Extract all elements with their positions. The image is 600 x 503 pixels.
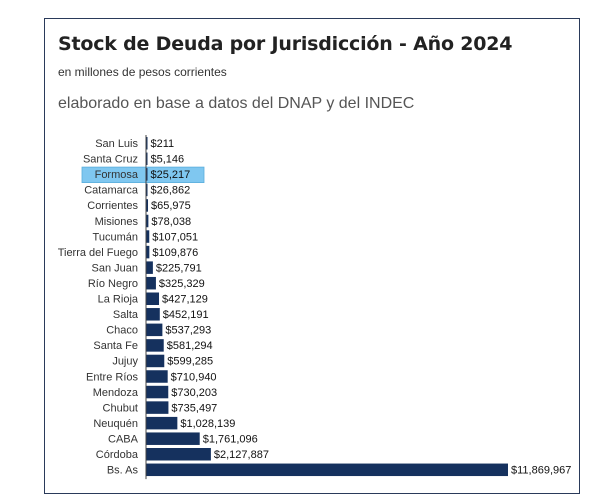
bar-tierra-del-fuego bbox=[146, 245, 150, 259]
bar-santa-cruz bbox=[146, 152, 148, 166]
bar-bs-as bbox=[146, 463, 508, 477]
bar-jujuy bbox=[146, 354, 165, 368]
category-label-la-rioja: La Rioja bbox=[98, 294, 139, 306]
value-label-catamarca: $26,862 bbox=[151, 185, 191, 197]
value-label-formosa: $25,217 bbox=[151, 169, 191, 181]
value-label-chubut: $735,497 bbox=[171, 402, 217, 414]
bar-entre-rios bbox=[146, 370, 168, 383]
value-label-corrientes: $65,975 bbox=[151, 200, 191, 212]
bar-cordoba bbox=[146, 448, 211, 461]
category-label-cordoba: Córdoba bbox=[96, 449, 139, 461]
value-label-salta: $452,191 bbox=[163, 309, 209, 321]
value-label-san-luis: $211 bbox=[151, 138, 175, 150]
bar-formosa bbox=[146, 168, 148, 181]
category-label-corrientes: Corrientes bbox=[87, 200, 138, 212]
value-label-neuquen: $1,028,139 bbox=[180, 418, 235, 430]
value-label-misiones: $78,038 bbox=[151, 216, 191, 228]
bar-san-luis bbox=[146, 137, 148, 150]
category-label-neuquen: Neuquén bbox=[93, 418, 138, 430]
chart-title: Stock de Deuda por Jurisdicción - Año 20… bbox=[58, 33, 513, 55]
value-label-bs-as: $11,869,967 bbox=[511, 465, 571, 477]
value-label-santa-fe: $581,294 bbox=[167, 340, 213, 352]
category-label-bs-as: Bs. As bbox=[107, 465, 139, 477]
bar-santa-fe bbox=[146, 339, 164, 352]
bar-san-juan bbox=[146, 261, 153, 274]
value-label-entre-rios: $710,940 bbox=[171, 371, 217, 383]
value-label-la-rioja: $427,129 bbox=[162, 294, 208, 306]
value-label-santa-cruz: $5,146 bbox=[151, 154, 185, 166]
category-label-rio-negro: Río Negro bbox=[88, 278, 138, 290]
bar-salta bbox=[146, 308, 160, 321]
bar-rio-negro bbox=[146, 276, 156, 290]
bar-neuquen bbox=[146, 416, 178, 430]
category-label-misiones: Misiones bbox=[95, 216, 139, 228]
bar-chubut bbox=[146, 401, 169, 414]
highlight-formosa bbox=[81, 166, 205, 184]
value-label-tierra-del-fuego: $109,876 bbox=[152, 247, 198, 259]
value-label-chaco: $537,293 bbox=[165, 325, 211, 337]
value-label-mendoza: $730,203 bbox=[171, 387, 217, 399]
category-label-entre-rios: Entre Ríos bbox=[86, 371, 138, 383]
category-label-formosa: Formosa bbox=[95, 169, 139, 181]
category-label-san-luis: San Luis bbox=[95, 138, 138, 150]
bar-caba bbox=[146, 432, 200, 445]
value-label-san-juan: $225,791 bbox=[156, 262, 202, 274]
category-label-tucuman: Tucumán bbox=[93, 231, 138, 243]
category-label-chubut: Chubut bbox=[103, 402, 138, 414]
value-label-caba: $1,761,096 bbox=[203, 433, 258, 445]
category-label-santa-cruz: Santa Cruz bbox=[83, 154, 138, 166]
category-label-jujuy: Jujuy bbox=[112, 356, 138, 368]
category-label-caba: CABA bbox=[108, 433, 139, 445]
bar-la-rioja bbox=[146, 292, 160, 305]
value-label-jujuy: $599,285 bbox=[167, 356, 213, 368]
bar-chaco bbox=[146, 323, 163, 337]
category-label-catamarca: Catamarca bbox=[84, 185, 139, 197]
bar-catamarca bbox=[146, 183, 148, 197]
bar-misiones bbox=[146, 214, 149, 228]
bar-corrientes bbox=[146, 199, 149, 212]
bar-mendoza bbox=[146, 385, 169, 399]
category-label-santa-fe: Santa Fe bbox=[93, 340, 138, 352]
value-label-rio-negro: $325,329 bbox=[159, 278, 205, 290]
value-label-tucuman: $107,051 bbox=[152, 231, 198, 243]
value-label-cordoba: $2,127,887 bbox=[214, 449, 269, 461]
category-label-san-juan: San Juan bbox=[92, 262, 138, 274]
chart-source-note: elaborado en base a datos del DNAP y del… bbox=[58, 95, 415, 112]
chart-frame bbox=[44, 18, 580, 494]
chart-subtitle: en millones de pesos corrientes bbox=[58, 65, 227, 79]
category-label-salta: Salta bbox=[113, 309, 139, 321]
category-label-mendoza: Mendoza bbox=[93, 387, 139, 399]
bar-tucuman bbox=[146, 230, 150, 243]
category-label-chaco: Chaco bbox=[106, 325, 138, 337]
category-label-tierra-del-fuego: Tierra del Fuego bbox=[58, 247, 138, 259]
